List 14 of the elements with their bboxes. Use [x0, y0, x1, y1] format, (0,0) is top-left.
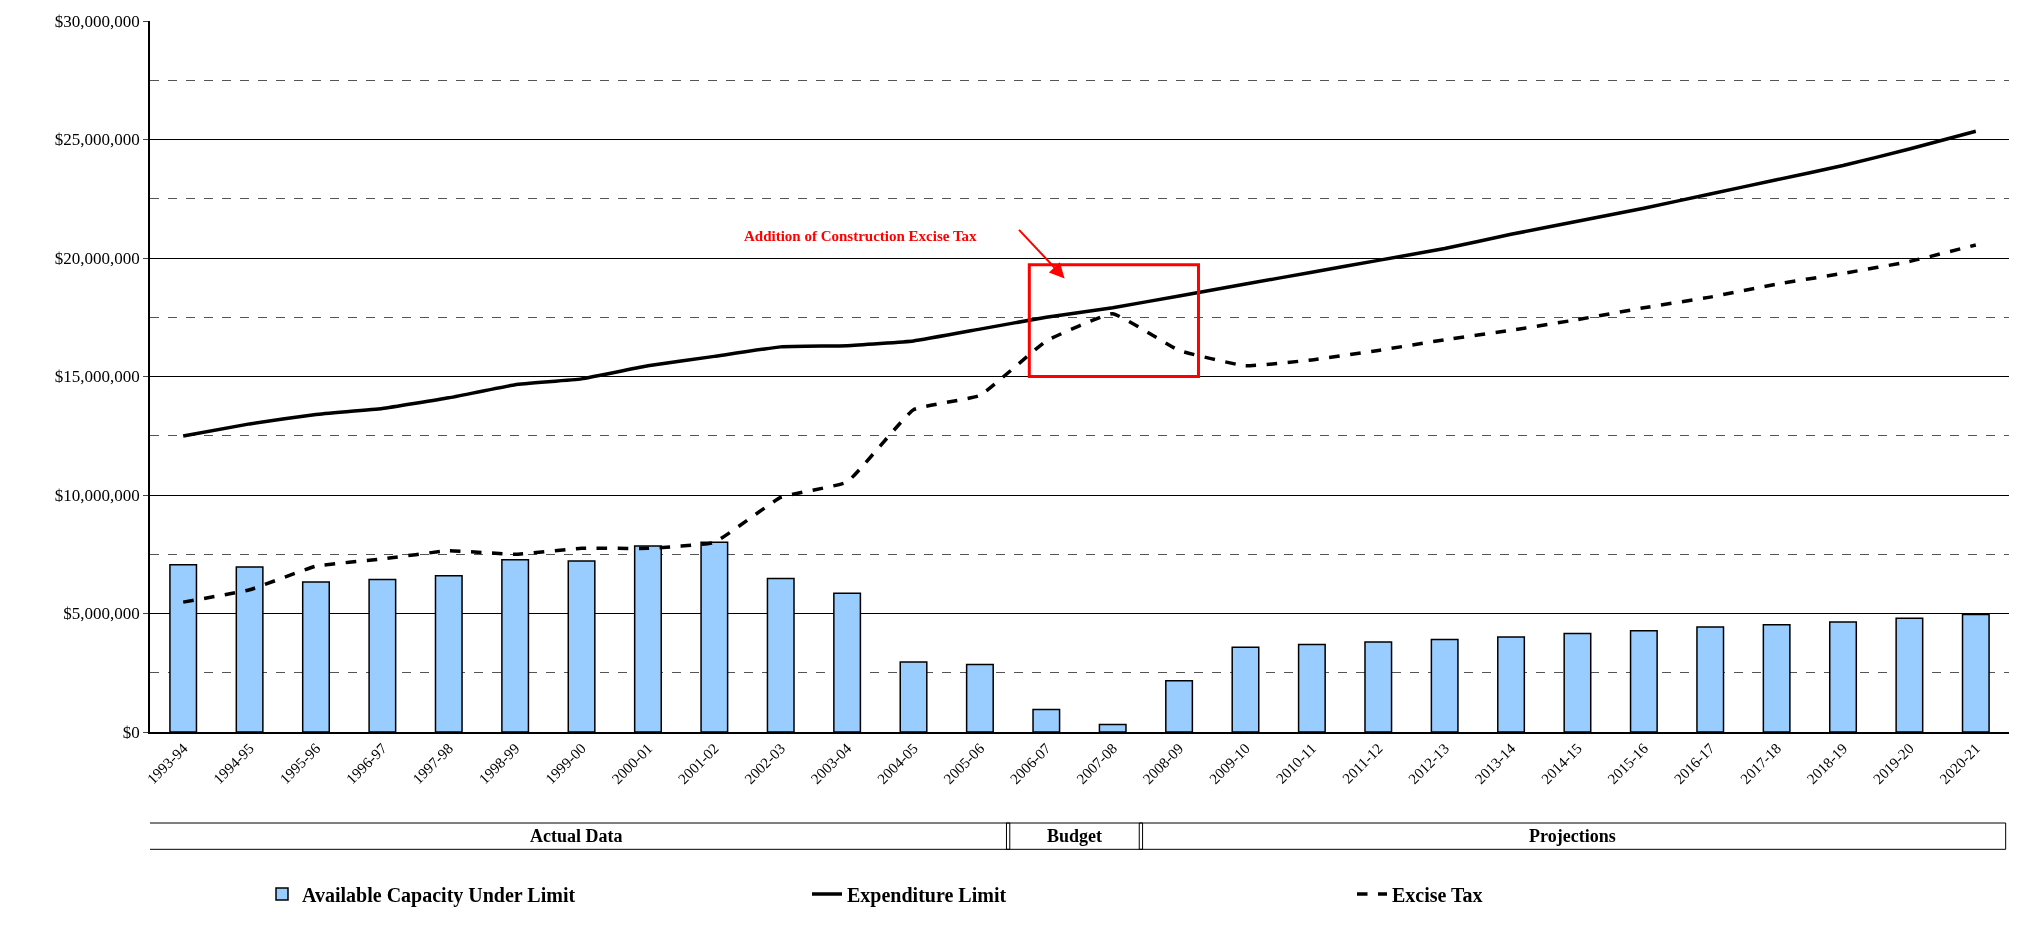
y-tick-label: $15,000,000: [54, 367, 140, 387]
text: Projections: [1529, 826, 1616, 846]
y-tick-label: $5,000,000: [63, 604, 140, 624]
y-tick-label: $10,000,000: [54, 485, 140, 505]
y-tick-label: $30,000,000: [54, 11, 140, 31]
text: Actual Data: [530, 826, 623, 846]
y-tick-label: $25,000,000: [54, 130, 140, 150]
legend-label: Expenditure Limit: [847, 883, 1007, 907]
text: Budget: [1047, 826, 1103, 846]
legend-label: Excise Tax: [1392, 883, 1483, 906]
legend-label: Available Capacity Under Limit: [302, 883, 576, 907]
y-tick-label: $20,000,000: [54, 248, 140, 268]
annotation: Addition of Construction Excise Tax: [744, 228, 978, 244]
y-tick-label: $0: [122, 722, 140, 742]
